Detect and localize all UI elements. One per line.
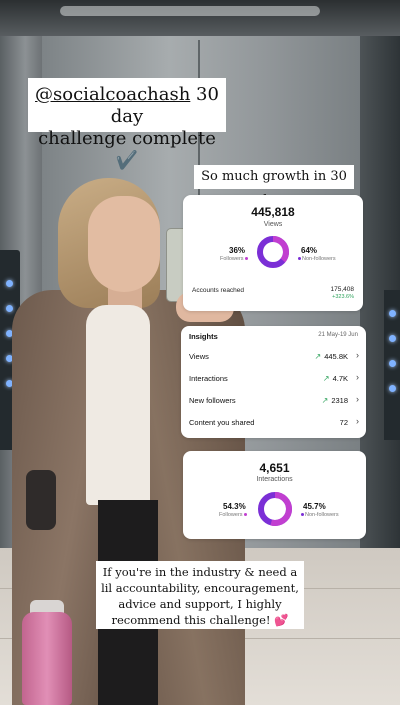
elevator-button xyxy=(6,330,13,337)
elevator-button xyxy=(6,280,13,287)
insights-row-label: Views xyxy=(189,352,209,361)
elevator-button xyxy=(389,310,396,317)
caption-challenge-complete: @socialcoachash 30 day challenge complet… xyxy=(28,78,226,171)
interactions-total: 4,651 xyxy=(259,461,290,475)
insights-row-value: 72 xyxy=(339,418,348,427)
caption-top-text-1: 30 day xyxy=(110,84,219,127)
insights-row-content-shared[interactable]: Content you shared 72 › xyxy=(181,411,366,433)
nonfollowers-dot xyxy=(301,513,304,517)
interactions-followers-label-text: Followers xyxy=(219,512,243,518)
interactions-donut-chart xyxy=(258,492,292,526)
views-title: Views xyxy=(263,221,283,228)
chevron-right-icon: › xyxy=(356,416,359,426)
elevator-ceiling xyxy=(0,0,400,36)
insights-row-value-text: 2318 xyxy=(331,396,348,405)
nonfollowers-dot xyxy=(298,257,301,261)
insights-row-value-text: 4.7K xyxy=(332,374,348,383)
elevator-button-panel-right xyxy=(384,290,400,440)
caption-growth: So much growth in 30 days xyxy=(194,165,354,208)
insights-date-range: 21 May-19 Jun xyxy=(318,332,358,338)
views-nonfollowers-label-text: Non-followers xyxy=(302,256,336,262)
trend-up-icon: ↗ xyxy=(321,396,329,405)
insights-row-value: ↗ 4.7K xyxy=(323,374,348,383)
insights-row-value: ↗ 445.8K xyxy=(315,352,348,361)
views-nonfollowers-pct: 64% xyxy=(301,246,318,255)
chevron-right-icon: › xyxy=(356,394,359,404)
caption-handle: @socialcoachash xyxy=(35,84,191,105)
followers-dot xyxy=(244,257,248,261)
views-followers-label: Followers xyxy=(220,256,248,262)
face xyxy=(88,196,160,292)
trend-up-icon: ↗ xyxy=(314,352,322,361)
handbag xyxy=(26,470,56,530)
views-followers-label-text: Followers xyxy=(220,256,244,262)
elevator-button xyxy=(389,360,396,367)
trend-up-icon: ↗ xyxy=(322,374,330,383)
elevator-button xyxy=(6,355,13,362)
views-nonfollowers-label: Non-followers xyxy=(297,256,336,262)
interactions-nonfollowers-label: Non-followers xyxy=(300,512,339,518)
chevron-right-icon: › xyxy=(356,372,359,382)
interactions-donut-followers-arc xyxy=(258,492,292,526)
white-top xyxy=(86,305,150,505)
elevator-button xyxy=(389,335,396,342)
accounts-reached-delta: +323.6% xyxy=(332,294,354,300)
caption-top-text-2: challenge complete ✔️ xyxy=(38,128,216,171)
interactions-nonfollowers-label-text: Non-followers xyxy=(305,512,339,518)
insights-row-label: New followers xyxy=(189,396,236,405)
caption-recommendation: If you're in the industry & need a lil a… xyxy=(96,561,304,629)
interactions-followers-pct: 54.3% xyxy=(223,502,246,511)
views-donut-chart xyxy=(257,236,289,268)
insights-row-label: Interactions xyxy=(189,374,228,383)
views-card: 445,818 Views 36% Followers 64% Non-foll… xyxy=(183,195,363,311)
insights-row-value-text: 445.8K xyxy=(324,352,348,361)
interactions-followers-label: Followers xyxy=(219,512,247,518)
chevron-right-icon: › xyxy=(356,350,359,360)
elevator-button xyxy=(6,305,13,312)
insights-row-value: ↗ 2318 xyxy=(322,396,348,405)
accounts-reached-label: Accounts reached xyxy=(192,287,245,294)
insights-row-new-followers[interactable]: New followers ↗ 2318 › xyxy=(181,389,366,411)
insights-row-interactions[interactable]: Interactions ↗ 4.7K › xyxy=(181,367,366,389)
insights-row-views[interactable]: Views ↗ 445.8K › xyxy=(181,345,366,367)
interactions-title: Interactions xyxy=(256,476,293,483)
views-followers-pct: 36% xyxy=(229,246,246,255)
insights-title: Insights xyxy=(189,332,218,341)
insights-row-label: Content you shared xyxy=(189,418,255,427)
interactions-card: 4,651 Interactions 54.3% Followers 45.7%… xyxy=(183,451,366,539)
interactions-nonfollowers-pct: 45.7% xyxy=(303,502,326,511)
views-donut-followers-arc xyxy=(257,236,289,268)
accounts-reached-value: 175,408 xyxy=(330,286,355,293)
elevator-button xyxy=(389,385,396,392)
views-total: 445,818 xyxy=(251,205,295,219)
elevator-button xyxy=(6,380,13,387)
insights-card: Insights 21 May-19 Jun Views ↗ 445.8K › I… xyxy=(181,326,366,438)
ceiling-light xyxy=(60,6,320,16)
followers-dot xyxy=(243,513,247,517)
pink-water-bottle xyxy=(22,612,72,705)
